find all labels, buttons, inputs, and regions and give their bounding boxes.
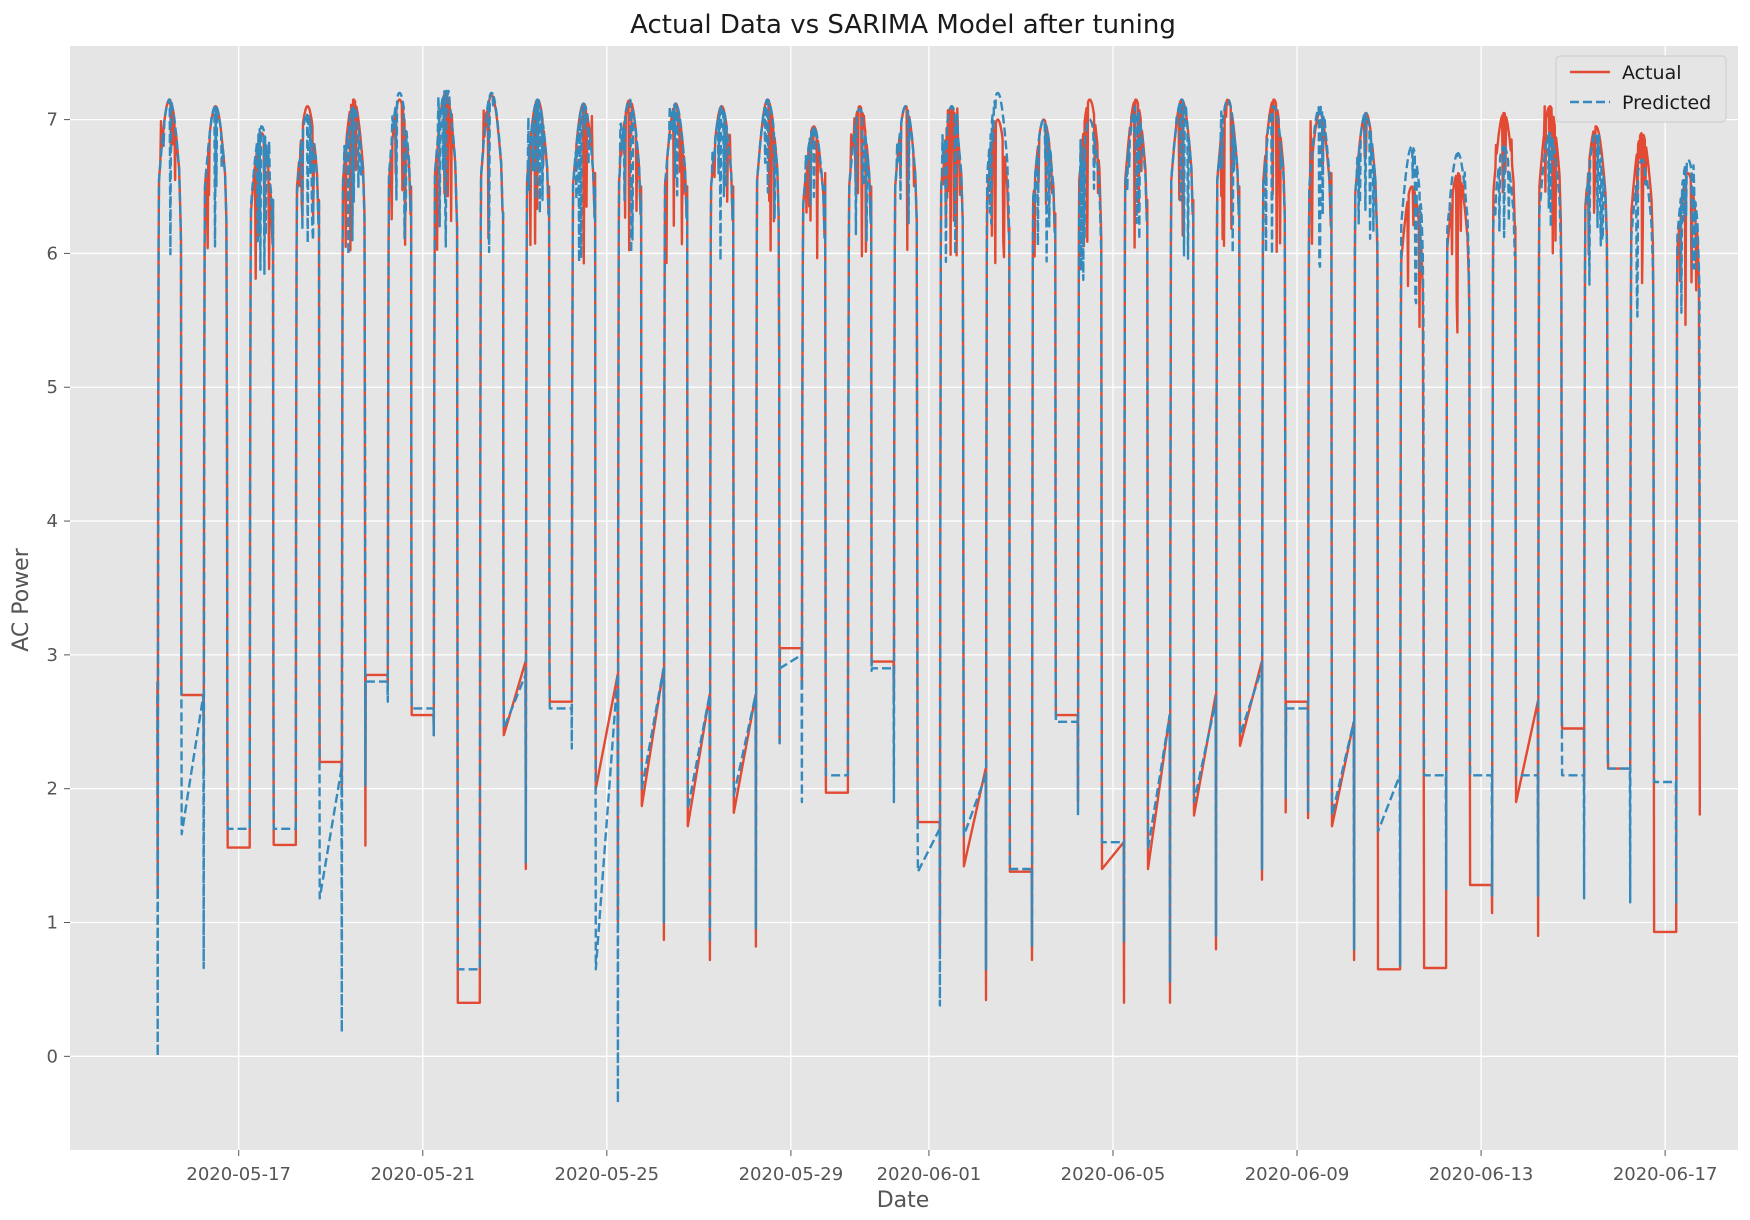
- data-layer: [156, 89, 1701, 1105]
- y-tick-label: 5: [47, 377, 58, 398]
- grid-lines: [70, 46, 1738, 1150]
- y-tick-label: 7: [47, 110, 58, 131]
- legend-label-predicted: Predicted: [1622, 92, 1711, 114]
- x-tick-label: 2020-05-25: [555, 1164, 660, 1185]
- series-layer: [156, 89, 1701, 1105]
- y-axis-label: AC Power: [9, 547, 34, 651]
- x-tick-label: 2020-06-09: [1245, 1164, 1350, 1185]
- x-tick-label: 2020-05-29: [739, 1164, 844, 1185]
- series-line-predicted: [156, 89, 1701, 1105]
- chart-title: Actual Data vs SARIMA Model after tuning: [630, 10, 1176, 40]
- legend-label-actual: Actual: [1622, 62, 1682, 84]
- x-axis-label: Date: [877, 1188, 930, 1213]
- x-tick-label: 2020-05-17: [186, 1164, 291, 1185]
- y-tick-label: 2: [47, 779, 58, 800]
- x-axis-ticks: 2020-05-17 2020-05-21 2020-05-25 2020-05-29…: [186, 1150, 1717, 1185]
- x-tick-label: 2020-06-17: [1613, 1164, 1718, 1185]
- y-tick-label: 6: [47, 243, 58, 264]
- legend: Actual Predicted: [1555, 55, 1727, 123]
- x-tick-label: 2020-05-21: [370, 1164, 475, 1185]
- y-axis-ticks: 0 1 2 3 4 5 6 7: [47, 110, 70, 1067]
- x-tick-label: 2020-06-05: [1061, 1164, 1166, 1185]
- y-tick-label: 4: [47, 511, 58, 532]
- x-tick-label: 2020-06-01: [877, 1164, 982, 1185]
- y-tick-label: 0: [47, 1046, 58, 1067]
- x-tick-label: 2020-06-13: [1429, 1164, 1534, 1185]
- y-tick-label: 1: [47, 913, 58, 934]
- y-tick-label: 3: [47, 645, 58, 666]
